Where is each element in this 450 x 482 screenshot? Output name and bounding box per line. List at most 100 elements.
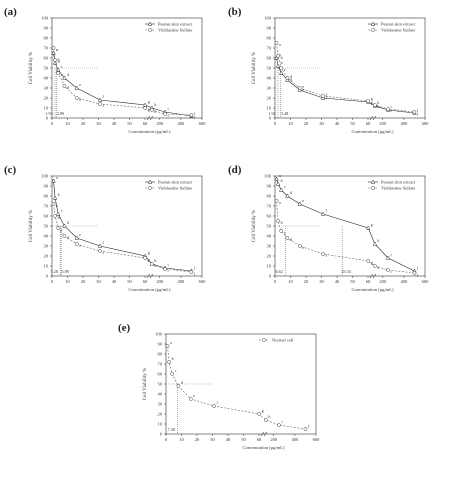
data-point-circle [276, 219, 280, 223]
point-letter-label: a [279, 42, 281, 47]
y-tick-label: 60 [267, 56, 272, 61]
legend-marker-triangle [147, 21, 153, 26]
x-tick-label: 20 [304, 279, 309, 284]
point-letter-label: d [67, 220, 69, 225]
data-point-circle [297, 244, 302, 248]
y-axis-label: Cell Viability % [143, 368, 148, 400]
y-tick-label: 60 [267, 214, 272, 219]
panel-e-label: (e) [118, 322, 131, 334]
x-tick-label: 0 [51, 121, 54, 126]
point-letter-label: j [416, 272, 418, 277]
x-tick-label: 30 [319, 121, 324, 126]
data-point-triangle [62, 223, 67, 228]
point-letter-label: h [154, 263, 156, 268]
point-letter-label: f [103, 103, 105, 108]
x-tick-label: 600 [422, 121, 430, 126]
ic50-label: 3.48 [281, 111, 288, 116]
x-tick-label: 60 [257, 437, 262, 442]
point-letter-label: a [279, 52, 281, 57]
point-letter-label: d [67, 72, 69, 77]
x-tick-label: 60 [366, 121, 371, 126]
point-letter-label: e [79, 232, 81, 237]
data-point-circle [188, 397, 193, 401]
y-tick-label: 40 [158, 392, 163, 397]
point-letter-label: i [391, 269, 393, 274]
y-tick-label: 100 [41, 174, 49, 179]
point-letter-label: a [279, 200, 281, 205]
data-point-circle [386, 268, 390, 272]
y-tick-label: 50 [158, 382, 163, 387]
data-point-triangle [285, 193, 290, 198]
data-point-circle [285, 76, 290, 80]
point-letter-label: h [377, 100, 379, 105]
legend-marker-circle [148, 186, 152, 190]
point-letter-label: g [148, 107, 150, 112]
point-letter-label: c [284, 230, 286, 235]
x-tick-label: 0 [165, 437, 168, 442]
y-tick-label: 40 [44, 234, 49, 239]
legend-marker-triangle [147, 179, 153, 184]
data-point-circle [279, 229, 284, 233]
y-tick-label: 50 [44, 66, 49, 71]
y-tick-label: 20 [44, 96, 49, 101]
data-point-triangle [274, 176, 279, 181]
data-point-circle [412, 110, 417, 114]
legend-label: Peanut skin extract [381, 180, 416, 185]
x-tick-label: 600 [199, 121, 207, 126]
series-line [53, 180, 192, 272]
y-tick-label: 80 [267, 194, 272, 199]
y-tick-label: 90 [44, 184, 49, 189]
data-point-circle [373, 103, 377, 107]
point-letter-label: a [279, 173, 281, 178]
point-letter-label: j [416, 265, 418, 270]
y-axis-label: Cell Viability % [29, 210, 34, 242]
x-tick-label: 200 [270, 437, 278, 442]
x-tick-label: 40 [226, 437, 231, 442]
point-letter-label: d [67, 235, 69, 240]
y-tick-label: 70 [44, 204, 49, 209]
point-letter-label: g [148, 250, 150, 255]
point-letter-label: g [262, 408, 264, 413]
x-tick-label: 50 [127, 121, 132, 126]
x-tick-label: 400 [178, 121, 186, 126]
point-letter-label: f [326, 92, 328, 97]
chart-svg: 0 10 20 30 40 50 60 70 80 90 100 0 10 20 30 40 50 60 200 40… [143, 332, 320, 451]
y-tick-label: 80 [44, 194, 49, 199]
data-point-triangle [297, 201, 303, 206]
data-point-circle [74, 242, 79, 246]
data-point-circle [297, 86, 302, 90]
legend-label: Vinblastine Sulfate [158, 186, 192, 191]
y-tick-label: 90 [267, 184, 272, 189]
point-letter-label: j [416, 111, 418, 116]
point-letter-label: e [302, 245, 304, 250]
data-point-triangle [372, 241, 378, 246]
data-point-circle [53, 214, 57, 218]
y-tick-label: 70 [267, 204, 272, 209]
point-letter-label: e [193, 393, 195, 398]
point-letter-label: j [193, 265, 195, 270]
point-letter-label: a [170, 340, 172, 345]
x-axis-label: Concentration (µg/mL) [352, 129, 394, 134]
point-letter-label: i [282, 419, 284, 424]
data-point-triangle [385, 255, 391, 260]
point-letter-label: g [371, 96, 373, 101]
panel-c-label: (c) [4, 164, 17, 176]
y-tick-label: 60 [44, 56, 49, 61]
x-tick-label: 0 [274, 121, 277, 126]
point-letter-label: b [58, 59, 60, 64]
x-tick-label: 400 [292, 437, 300, 442]
point-letter-label: c [284, 67, 286, 72]
data-point-triangle [62, 75, 67, 80]
y-tick-label: 70 [267, 46, 272, 51]
x-tick-label: 0 [274, 279, 277, 284]
x-axis-label: Concentration (µg/mL) [129, 129, 171, 134]
data-point-circle [257, 412, 262, 416]
x-tick-label: 200 [379, 279, 387, 284]
data-point-circle [373, 264, 377, 268]
data-point-triangle [275, 63, 281, 68]
point-letter-label: h [377, 104, 379, 109]
axis-break [146, 273, 154, 279]
data-point-circle [212, 404, 216, 408]
chart-svg: 0 10 20 30 40 50 60 70 80 90 100 0 10 20 30 40 50 60 200 40… [252, 173, 429, 292]
